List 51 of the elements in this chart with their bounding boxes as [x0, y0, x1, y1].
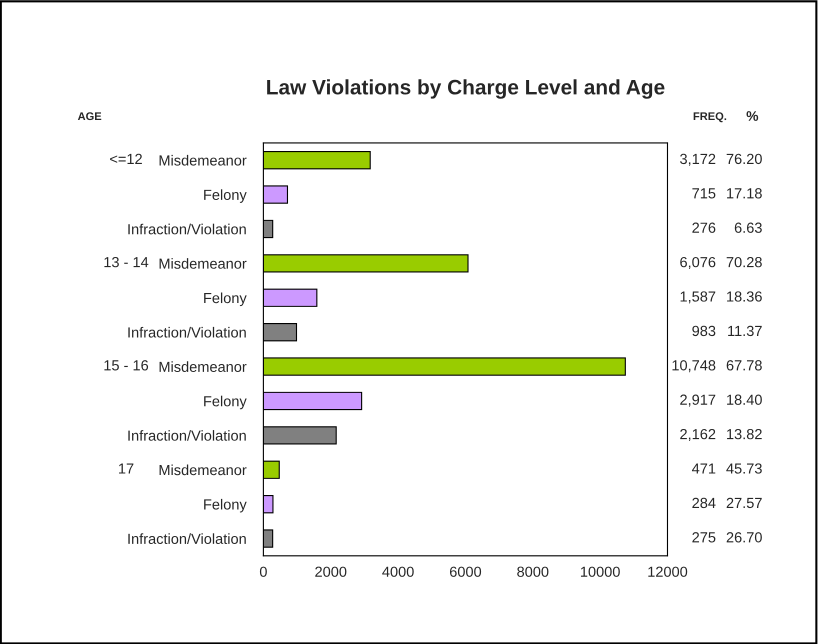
text: 17.18 [727, 188, 762, 198]
y-tick-label: Felony [204, 396, 247, 410]
data-label: 2,917 [680, 394, 716, 407]
data-label: 3,172 [680, 154, 716, 166]
text: 76.20 [726, 154, 762, 164]
text: AGE [78, 112, 102, 120]
data-label: 2,162 [680, 428, 716, 442]
text: 67.78 [726, 360, 762, 370]
x-tick-label: 0 [260, 566, 267, 577]
y-tick-label: Misdemeanor [160, 154, 246, 166]
text: 26.70 [726, 532, 762, 542]
text: 45.73 [726, 463, 762, 474]
y-tick-label: Misdemeanor [160, 464, 246, 476]
data-label: 276 [692, 222, 716, 233]
y-tick-label: Felony [204, 498, 247, 512]
text: <=12 [110, 154, 142, 164]
text: 13.82 [727, 428, 762, 440]
y-tick-label: Misdemeanor [160, 258, 246, 269]
y-tick-label: Infraction/Violation [128, 326, 246, 338]
y-tick-label: Infraction/Violation [128, 430, 246, 441]
text: 13 - 14 [104, 256, 148, 268]
text: % [746, 111, 758, 121]
x-tick-label: 10000 [580, 566, 620, 577]
y-tick-label: Infraction/Violation [128, 224, 246, 234]
text: 18.36 [727, 291, 762, 302]
text: 70.28 [726, 256, 762, 268]
text: 18.40 [727, 394, 762, 405]
data-label: 10,748 [672, 360, 716, 372]
x-tick-label: 2000 [315, 566, 346, 577]
data-label: 275 [692, 532, 716, 542]
y-tick-label: Felony [204, 189, 247, 203]
text: 27.57 [726, 498, 762, 508]
x-tick-label: 4000 [382, 566, 414, 577]
text: 15 - 16 [104, 360, 148, 370]
data-label: 1,587 [680, 291, 716, 304]
data-label: 284 [692, 498, 716, 508]
text: FREQ. [694, 112, 726, 122]
y-tick-label: Infraction/Violation [128, 533, 246, 544]
y-tick-label: Misdemeanor [160, 361, 246, 372]
chart-title: Law Violations by Charge Level and Age [267, 79, 664, 99]
data-label: 983 [692, 326, 716, 336]
data-label: 471 [692, 464, 716, 474]
y-tick-label: Felony [204, 292, 247, 306]
data-label: 6,076 [680, 256, 716, 270]
x-tick-label: 8000 [517, 566, 548, 577]
text: 17 [119, 464, 134, 474]
x-tick-label: 12000 [648, 566, 688, 577]
text: 11.37 [728, 326, 762, 336]
x-tick-label: 6000 [450, 566, 482, 577]
text: 6.63 [734, 222, 762, 233]
data-label: 715 [692, 188, 716, 198]
